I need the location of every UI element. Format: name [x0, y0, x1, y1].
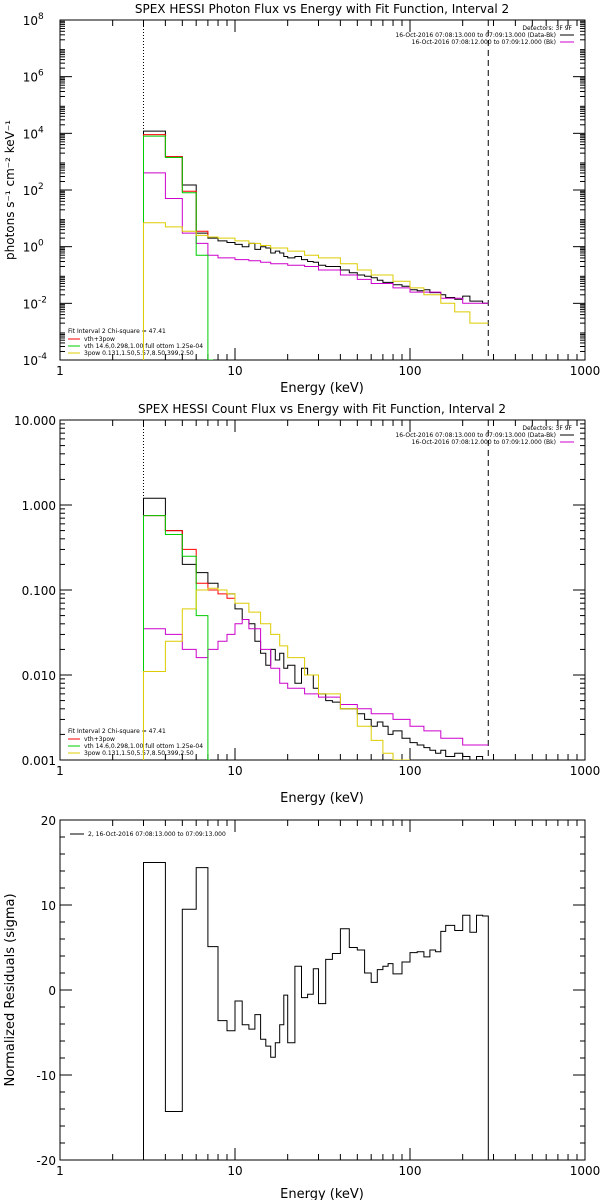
series-vth-3pow: [143, 134, 218, 360]
x-tick-label: 100: [399, 364, 422, 378]
x-tick-label: 1000: [570, 764, 600, 778]
x-tick-label: 1: [56, 364, 64, 378]
x-tick-label: 1000: [570, 1164, 600, 1178]
y-tick-label: -10: [36, 1069, 56, 1083]
legend: 2, 16-Oct-2016 07:08:13.000 to 07:09:13.…: [70, 831, 226, 838]
y-tick-label: 1.000: [22, 499, 56, 513]
legend-entry: 16-Oct-2016 07:08:13.000 to 07:09:13.000…: [395, 432, 556, 439]
legend-entry: 3pow 0.131,1.50,5.57,8.50,399,2.50: [84, 350, 194, 357]
chart-title: SPEX HESSI Count Flux vs Energy with Fit…: [138, 402, 506, 416]
fit-legend: Fit Interval 2 Chi-square = 47.41 vth+3p…: [68, 328, 203, 357]
x-axis-label: Energy (keV): [280, 1187, 364, 1200]
series-data-bk: [143, 497, 489, 760]
y-tick-exponent: 6: [38, 69, 44, 79]
fit-legend: Fit Interval 2 Chi-square = 47.41 vth+3p…: [68, 728, 203, 757]
x-tick-label: 1000: [570, 364, 600, 378]
x-tick-label: 1: [56, 1164, 64, 1178]
y-tick-label: 0.100: [22, 584, 56, 598]
y-tick-exponent: 8: [38, 12, 44, 22]
top-legend: Detectors: 3F 9F 16-Oct-2016 07:08:13.00…: [395, 25, 574, 46]
plot-frame: [59, 19, 586, 361]
chart-title: SPEX HESSI Photon Flux vs Energy with Fi…: [135, 2, 509, 16]
legend-entry: 3pow 0.131,1.50,5.57,8.50,399,2.50: [84, 750, 194, 757]
y-tick-label: 10: [23, 297, 38, 311]
y-tick-label: -20: [36, 1154, 56, 1168]
y-tick-label: 0.001: [22, 754, 56, 768]
legend-entry: vth+3pow: [84, 336, 115, 343]
x-tick-label: 10: [227, 764, 242, 778]
legend-entry: 16-Oct-2016 07:08:12.000 to 07:09:12.000…: [412, 439, 556, 446]
fit-legend-header: Fit Interval 2 Chi-square = 47.41: [68, 728, 166, 735]
series-vth: [143, 515, 210, 760]
series-data-bk: [143, 130, 489, 360]
series-3pow: [143, 587, 410, 760]
x-tick-label: 10: [227, 364, 242, 378]
y-axis-label: photons s⁻¹ cm⁻² keV⁻¹: [3, 120, 17, 260]
count-flux-panel: SPEX HESSI Count Flux vs Energy with Fit…: [14, 402, 600, 806]
y-tick-label: 10: [23, 71, 38, 85]
y-tick-label: 10: [23, 184, 38, 198]
series-3pow: [143, 222, 489, 360]
series-bk: [143, 619, 489, 760]
plot-frame: [59, 419, 586, 761]
top-legend: Detectors: 3F 9F 16-Oct-2016 07:08:13.00…: [395, 425, 574, 446]
legend-header: Detectors: 3F 9F: [522, 25, 572, 32]
series-vth-3pow: [143, 515, 235, 760]
x-tick-label: 1: [56, 764, 64, 778]
residuals-panel: Normalized Residuals (sigma) Energy (keV…: [3, 814, 600, 1200]
x-axis-label: Energy (keV): [280, 791, 364, 806]
y-axis-label: Normalized Residuals (sigma): [3, 893, 18, 1086]
y-tick-exponent: 2: [38, 182, 44, 192]
x-tick-label: 10: [227, 1164, 242, 1178]
legend-entry: 16-Oct-2016 07:08:12.000 to 07:09:12.000…: [412, 39, 556, 46]
plot-frame: [59, 819, 586, 1161]
y-tick-label: 0: [48, 984, 56, 998]
fit-legend-header: Fit Interval 2 Chi-square = 47.41: [68, 328, 166, 335]
y-tick-label: 10: [23, 241, 38, 255]
series-2-16-oct-2016-07-08-13-000-to-07-09-13-000: [143, 862, 489, 1160]
x-axis-label: Energy (keV): [280, 381, 364, 396]
y-tick-label: 10: [23, 354, 38, 368]
legend-entry: 2, 16-Oct-2016 07:08:13.000 to 07:09:13.…: [88, 831, 226, 838]
x-tick-label: 100: [399, 764, 422, 778]
y-tick-exponent: 4: [38, 125, 44, 135]
photon-flux-panel: SPEX HESSI Photon Flux vs Energy with Fi…: [3, 2, 600, 396]
legend-entry: 16-Oct-2016 07:08:13.000 to 07:09:13.000…: [395, 32, 556, 39]
y-tick-label: 10: [23, 14, 38, 28]
y-tick-label: 20: [41, 814, 56, 828]
x-tick-label: 100: [399, 1164, 422, 1178]
series-vth: [143, 135, 214, 360]
legend-header: Detectors: 3F 9F: [522, 425, 572, 432]
y-tick-exponent: 0: [38, 239, 44, 249]
series-bk: [143, 172, 489, 360]
y-tick-exponent: -4: [38, 352, 47, 362]
y-tick-label: 10: [23, 127, 38, 141]
y-tick-exponent: -2: [38, 295, 47, 305]
y-tick-label: 0.010: [22, 669, 56, 683]
legend-entry: vth+3pow: [84, 736, 115, 743]
y-tick-label: 10.000: [14, 414, 56, 428]
y-tick-label: 10: [41, 899, 56, 913]
